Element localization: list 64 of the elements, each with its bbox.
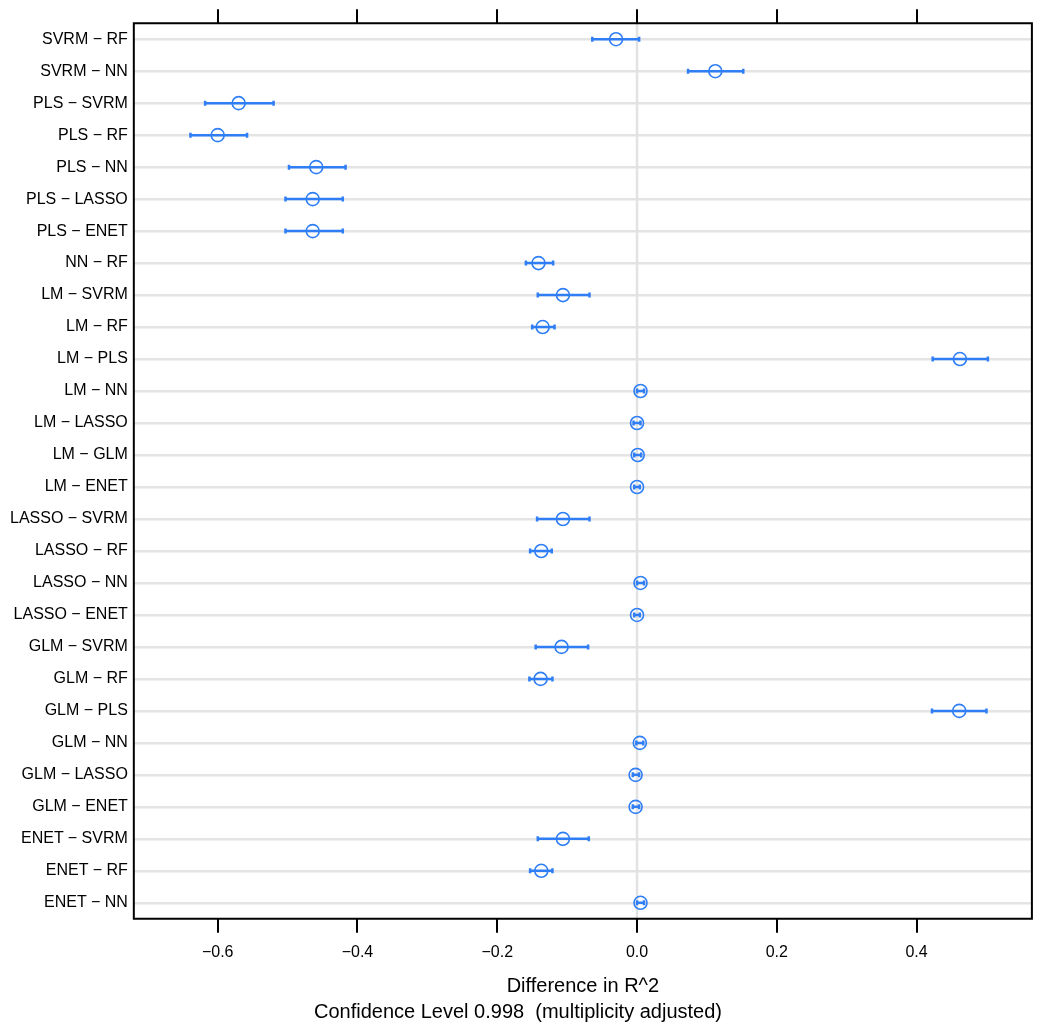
point xyxy=(628,767,643,783)
point xyxy=(633,575,648,591)
point xyxy=(533,543,549,559)
point xyxy=(535,319,550,335)
y-tick-label: LM − SVRM xyxy=(41,285,128,303)
point xyxy=(555,287,571,303)
point xyxy=(554,639,569,655)
y-tick-label: NN − RF xyxy=(65,253,129,271)
point xyxy=(632,735,648,751)
x-tick-label: −0.4 xyxy=(341,942,374,960)
point xyxy=(708,63,723,79)
y-tick-label: PLS − NN xyxy=(56,157,128,175)
point xyxy=(608,31,624,47)
x-tick-label: −0.6 xyxy=(201,942,234,960)
point xyxy=(629,415,645,431)
y-tick-label: SVRM − NN xyxy=(40,61,128,79)
y-tick-label: LM − LASSO xyxy=(33,413,128,431)
text: Confidence Level 0.998 (multiplicity adjusted) xyxy=(314,999,722,1022)
point xyxy=(633,383,648,399)
y-tick-label: LM − RF xyxy=(66,317,129,335)
point xyxy=(305,223,321,239)
point xyxy=(951,703,967,719)
x-tick-label: 0.2 xyxy=(765,942,789,960)
point xyxy=(629,607,645,623)
y-tick-label: ENET − NN xyxy=(44,893,128,911)
x-tick-label: 0.0 xyxy=(625,942,649,960)
y-tick-label: PLS − ENET xyxy=(36,221,129,239)
y-tick-label: ENET − RF xyxy=(45,861,129,879)
y-tick-label: GLM − PLS xyxy=(44,701,128,719)
x-tick-label: 0.4 xyxy=(905,942,928,960)
point xyxy=(531,255,546,271)
point xyxy=(308,159,324,175)
y-tick-label: GLM − ENET xyxy=(32,797,129,815)
point xyxy=(629,479,645,495)
y-tick-label: LM − ENET xyxy=(44,477,129,495)
point xyxy=(555,511,571,527)
x-axis-title: Difference in R^2 xyxy=(506,973,660,996)
y-tick-label: LASSO − ENET xyxy=(13,605,129,623)
y-tick-label: LM − NN xyxy=(64,381,128,399)
point xyxy=(533,863,549,879)
x-tick-label: −0.2 xyxy=(481,942,514,960)
y-tick-label: GLM − RF xyxy=(53,669,129,687)
y-tick-label: GLM − SVRM xyxy=(28,637,128,655)
y-tick-label: SVRM − RF xyxy=(42,29,129,47)
point xyxy=(210,127,225,143)
y-tick-label: LM − GLM xyxy=(52,445,128,463)
y-tick-label: PLS − SVRM xyxy=(33,93,128,111)
y-tick-label: LASSO − SVRM xyxy=(9,509,128,527)
y-tick-label: ENET − SVRM xyxy=(20,829,128,847)
y-tick-label: PLS − RF xyxy=(58,125,129,143)
point xyxy=(628,799,643,815)
point xyxy=(633,895,648,911)
point xyxy=(630,447,646,463)
point xyxy=(231,95,246,111)
y-tick-label: LM − PLS xyxy=(57,349,128,367)
y-tick-label: GLM − NN xyxy=(51,733,128,751)
y-tick-label: GLM − LASSO xyxy=(21,765,128,783)
y-tick-label: LASSO − RF xyxy=(34,541,129,559)
point xyxy=(533,671,548,687)
point xyxy=(555,831,571,847)
point xyxy=(952,351,968,367)
point xyxy=(305,191,321,207)
y-tick-label: PLS − LASSO xyxy=(25,189,128,207)
y-tick-label: LASSO − NN xyxy=(33,573,128,591)
